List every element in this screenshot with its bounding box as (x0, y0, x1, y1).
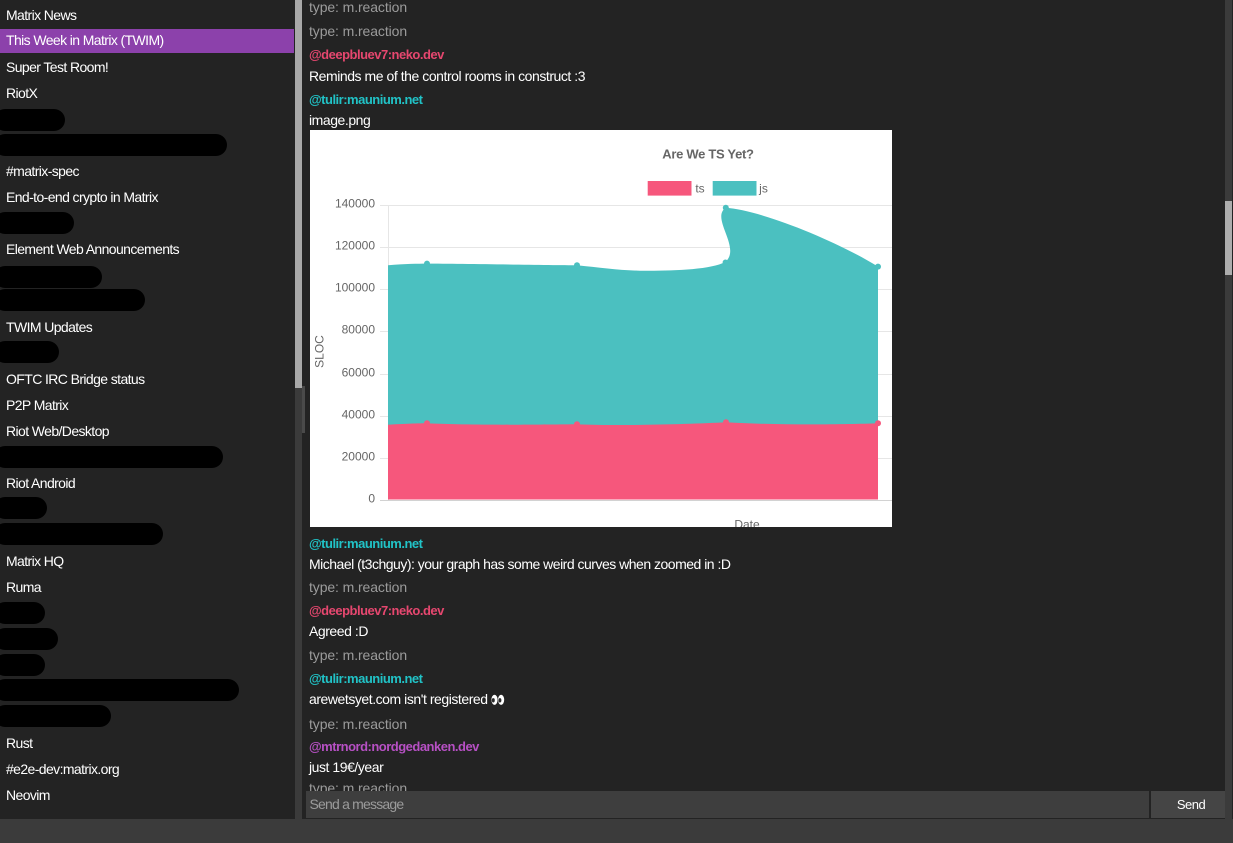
svg-text:20000: 20000 (342, 450, 376, 464)
svg-text:0: 0 (368, 492, 375, 506)
svg-text:140000: 140000 (335, 197, 375, 211)
svg-text:ts: ts (695, 182, 704, 196)
svg-text:40000: 40000 (342, 408, 376, 422)
svg-text:80000: 80000 (342, 323, 376, 337)
svg-text:Date: Date (734, 518, 760, 528)
svg-text:Are We TS Yet?: Are We TS Yet? (662, 147, 754, 162)
svg-text:SLOC: SLOC (313, 335, 327, 368)
svg-text:100000: 100000 (335, 281, 375, 295)
svg-text:js: js (758, 182, 768, 196)
svg-text:60000: 60000 (342, 366, 376, 380)
svg-text:120000: 120000 (335, 239, 375, 253)
